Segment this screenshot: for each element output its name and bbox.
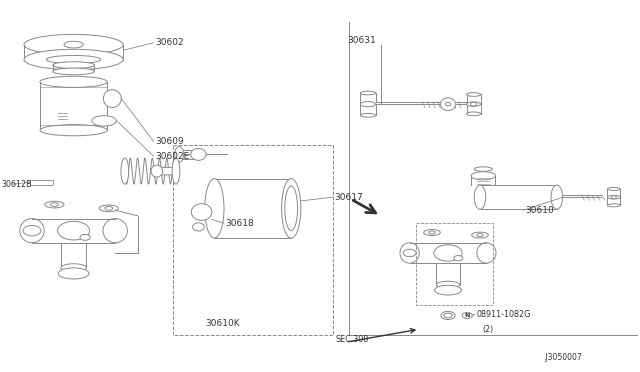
Ellipse shape bbox=[191, 203, 212, 220]
Ellipse shape bbox=[20, 218, 44, 243]
Ellipse shape bbox=[434, 245, 462, 261]
Text: 08911-1082G: 08911-1082G bbox=[476, 310, 531, 319]
Ellipse shape bbox=[40, 76, 108, 87]
Ellipse shape bbox=[53, 62, 95, 68]
Ellipse shape bbox=[64, 41, 83, 48]
Ellipse shape bbox=[175, 147, 184, 162]
Bar bbox=[173, 145, 333, 335]
Ellipse shape bbox=[551, 185, 563, 209]
Ellipse shape bbox=[205, 179, 224, 238]
Ellipse shape bbox=[282, 179, 301, 238]
Ellipse shape bbox=[474, 185, 486, 209]
Ellipse shape bbox=[471, 171, 495, 180]
Ellipse shape bbox=[53, 68, 95, 75]
Ellipse shape bbox=[58, 268, 89, 279]
Ellipse shape bbox=[80, 234, 90, 240]
Ellipse shape bbox=[462, 312, 472, 318]
Ellipse shape bbox=[441, 311, 455, 320]
Ellipse shape bbox=[61, 264, 86, 272]
Text: SEC.308: SEC.308 bbox=[335, 335, 369, 344]
Ellipse shape bbox=[99, 205, 118, 212]
Ellipse shape bbox=[436, 281, 460, 288]
Ellipse shape bbox=[360, 113, 376, 117]
Ellipse shape bbox=[444, 313, 452, 318]
Ellipse shape bbox=[474, 167, 492, 171]
Text: 30612B: 30612B bbox=[1, 180, 32, 189]
Ellipse shape bbox=[477, 243, 496, 263]
Ellipse shape bbox=[47, 55, 101, 64]
Ellipse shape bbox=[193, 223, 204, 231]
Ellipse shape bbox=[24, 49, 124, 70]
Ellipse shape bbox=[440, 98, 456, 110]
Ellipse shape bbox=[104, 90, 122, 108]
Text: (2): (2) bbox=[483, 325, 494, 334]
Ellipse shape bbox=[103, 218, 127, 243]
Text: 30602E: 30602E bbox=[155, 152, 189, 161]
Ellipse shape bbox=[58, 221, 90, 240]
Text: 30602: 30602 bbox=[155, 38, 184, 47]
Ellipse shape bbox=[607, 195, 620, 199]
Polygon shape bbox=[157, 167, 176, 175]
Ellipse shape bbox=[454, 256, 463, 261]
Ellipse shape bbox=[467, 112, 481, 116]
Ellipse shape bbox=[151, 165, 163, 177]
Ellipse shape bbox=[607, 204, 620, 207]
Ellipse shape bbox=[400, 243, 419, 263]
Ellipse shape bbox=[105, 206, 113, 210]
Ellipse shape bbox=[424, 230, 440, 235]
Ellipse shape bbox=[445, 102, 451, 106]
Ellipse shape bbox=[191, 148, 206, 160]
Ellipse shape bbox=[403, 249, 416, 257]
Ellipse shape bbox=[285, 186, 298, 231]
Ellipse shape bbox=[121, 158, 129, 184]
Ellipse shape bbox=[429, 231, 435, 234]
Ellipse shape bbox=[172, 158, 180, 184]
Ellipse shape bbox=[51, 203, 58, 206]
Text: 30631: 30631 bbox=[348, 36, 376, 45]
Text: 30617: 30617 bbox=[334, 193, 363, 202]
Ellipse shape bbox=[470, 102, 477, 106]
Text: 30618: 30618 bbox=[225, 219, 254, 228]
Ellipse shape bbox=[472, 232, 488, 238]
Ellipse shape bbox=[607, 187, 620, 190]
Ellipse shape bbox=[45, 201, 64, 208]
Text: 30610: 30610 bbox=[525, 206, 554, 215]
Text: .J3050007: .J3050007 bbox=[543, 353, 582, 362]
Ellipse shape bbox=[360, 102, 376, 107]
Text: N: N bbox=[465, 313, 470, 318]
Ellipse shape bbox=[24, 34, 124, 55]
Text: 30610K: 30610K bbox=[205, 319, 239, 328]
Ellipse shape bbox=[477, 234, 483, 237]
Ellipse shape bbox=[40, 125, 108, 136]
Text: 30609: 30609 bbox=[155, 137, 184, 146]
Ellipse shape bbox=[467, 102, 481, 106]
Bar bbox=[416, 223, 493, 305]
Ellipse shape bbox=[23, 225, 41, 236]
Ellipse shape bbox=[467, 93, 481, 96]
Ellipse shape bbox=[611, 196, 616, 199]
Ellipse shape bbox=[360, 91, 376, 95]
Ellipse shape bbox=[92, 116, 116, 126]
Bar bbox=[30, 180, 53, 185]
Ellipse shape bbox=[435, 285, 461, 295]
